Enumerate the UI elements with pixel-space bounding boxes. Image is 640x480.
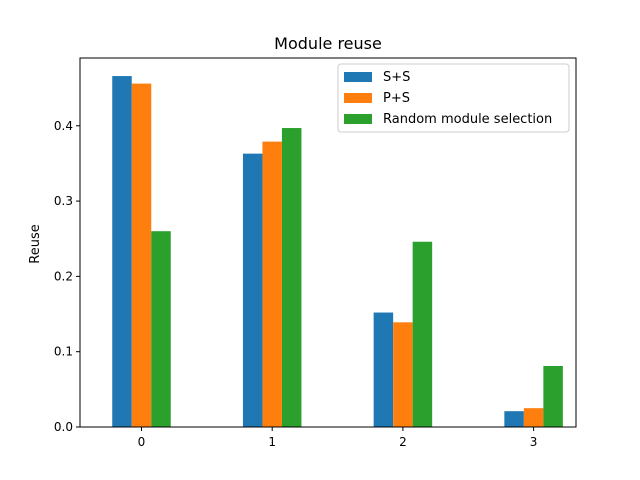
legend-label: S+S — [383, 70, 410, 85]
y-tick-label: 0.0 — [54, 420, 73, 434]
legend-label: P+S — [383, 91, 410, 106]
bar — [523, 408, 544, 427]
bar — [393, 322, 413, 427]
legend-box — [337, 63, 570, 133]
y-axis-label: Reuse — [28, 224, 43, 263]
y-tick-label: 0.4 — [54, 119, 73, 133]
plot-layer: 0.0 0.1 0.2 0.3 0.4 0 1 2 3 — [54, 57, 577, 449]
legend: S+S P+S Random module selection — [337, 63, 570, 133]
y-tick-label: 0.1 — [54, 345, 73, 359]
chart-title: Module reuse — [274, 34, 382, 53]
bar — [373, 312, 394, 427]
bar — [543, 366, 563, 427]
legend-swatch — [344, 114, 372, 124]
plot-frame — [79, 57, 577, 428]
bar — [262, 141, 282, 427]
bar — [131, 83, 152, 427]
x-tick-label: 3 — [530, 435, 538, 449]
bar — [281, 128, 302, 427]
bar — [151, 231, 171, 427]
x-tick-label: 2 — [399, 435, 407, 449]
x-tick-label: 1 — [268, 435, 276, 449]
bar — [504, 411, 524, 427]
bar — [412, 241, 433, 427]
bar — [242, 153, 263, 427]
legend-swatch — [344, 72, 372, 82]
x-tick-label: 0 — [138, 435, 146, 449]
legend-swatch — [344, 93, 372, 103]
y-tick-label: 0.3 — [54, 194, 73, 208]
bar — [112, 76, 132, 427]
y-tick-label: 0.2 — [54, 269, 73, 283]
legend-label: Random module selection — [383, 112, 552, 127]
